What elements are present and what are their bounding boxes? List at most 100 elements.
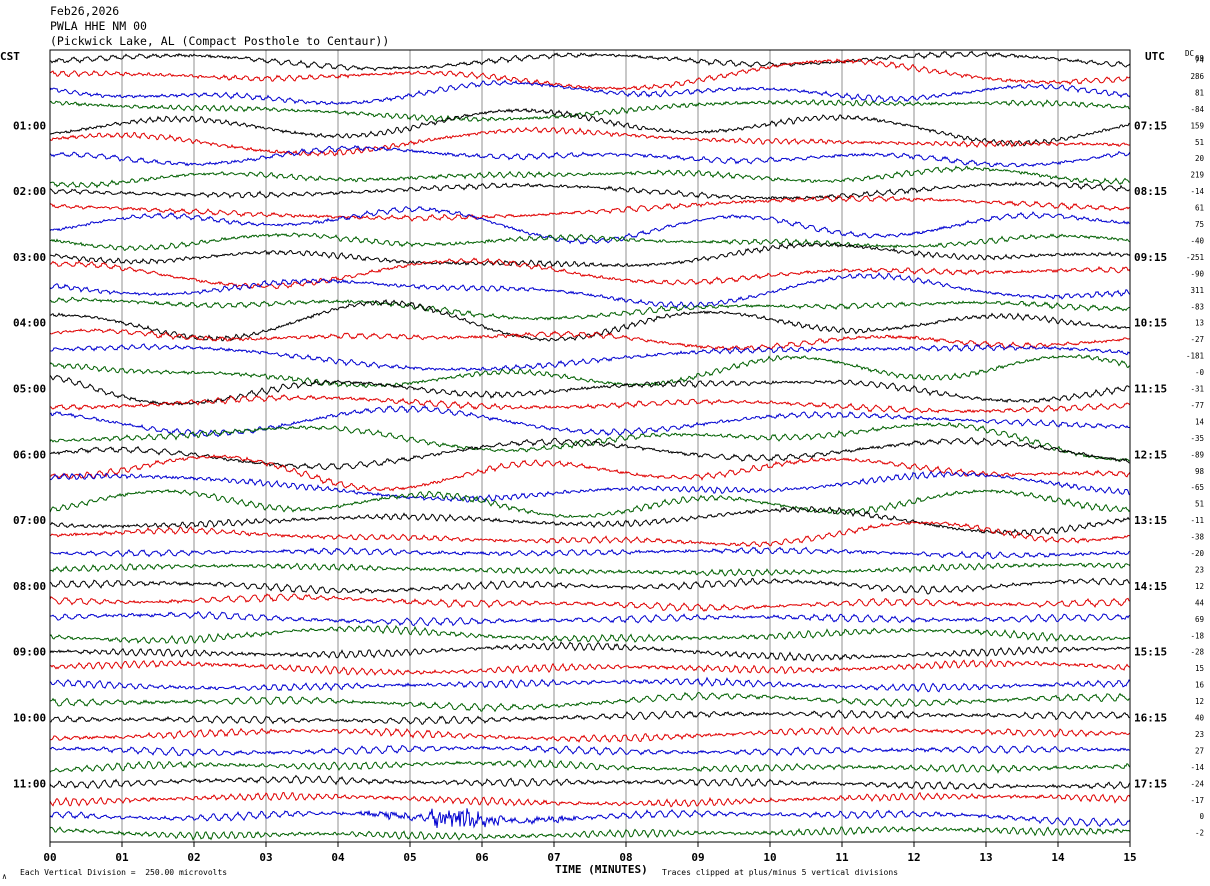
x-tick-label: 13 [979, 851, 992, 864]
trace-40 [49, 691, 1131, 713]
trace-19 [49, 343, 1131, 372]
dc-offset-label: 0 [1199, 812, 1204, 821]
trace-25 [50, 437, 1131, 471]
dc-offset-label: -20 [1190, 549, 1204, 558]
trace-13 [50, 242, 1131, 268]
trace-9 [49, 181, 1131, 201]
x-tick-label: 06 [475, 851, 489, 864]
trace-10 [49, 194, 1131, 222]
x-tick-label: 09 [691, 851, 704, 864]
dc-offset-label: 75 [1195, 220, 1204, 229]
corner-mark: ∧ [2, 872, 7, 881]
dc-offset-label: -65 [1190, 483, 1204, 492]
trace-29 [49, 505, 1131, 536]
cst-hour-label: 09:00 [13, 646, 46, 659]
dc-offset-label: 14 [1195, 417, 1205, 426]
cst-hour-label: 10:00 [13, 712, 46, 725]
trace-44 [49, 758, 1131, 774]
axis-labels: 00 01 02 03 04 05 06 07 08 09 10 11 12 13 14 15 74 286 81 -… [0, 49, 1204, 864]
dc-offset-label: 27 [1195, 746, 1204, 755]
trace-6 [49, 126, 1131, 157]
cst-hour-label: 05:00 [13, 383, 46, 396]
cst-hour-label: 04:00 [13, 317, 46, 330]
dc-offset-label: 51 [1195, 500, 1204, 509]
cst-hour-label: 03:00 [13, 251, 46, 264]
dc-offset-label: -77 [1190, 401, 1204, 410]
trace-4 [49, 99, 1131, 123]
x-tick-label: 11 [835, 851, 849, 864]
dc-offset-label: 12 [1195, 582, 1204, 591]
trace-17 [49, 298, 1131, 342]
header-station: PWLA HHE NM 00 [50, 19, 147, 33]
trace-41 [50, 709, 1131, 725]
dc-offset-label: -89 [1190, 450, 1204, 459]
trace-12 [49, 232, 1131, 252]
trace-46 [49, 791, 1131, 808]
dc-offset-label: -17 [1190, 796, 1204, 805]
dc-offset-label: 40 [1195, 714, 1205, 723]
dc-offset-label: 23 [1195, 565, 1204, 574]
utc-hour-label: 07:15 [1134, 119, 1167, 132]
dc-offset-label: -11 [1190, 516, 1204, 525]
dc-offset-label: 311 [1190, 286, 1204, 295]
dc-offset-label: 15 [1195, 664, 1204, 673]
trace-39 [49, 676, 1131, 693]
dc-offset-label: 69 [1195, 615, 1204, 624]
utc-label: UTC [1145, 50, 1165, 63]
x-tick-label: 12 [907, 851, 920, 864]
trace-2 [49, 58, 1131, 91]
dc-offset-label: -14 [1190, 187, 1204, 196]
dc-offset-label: 98 [1195, 467, 1205, 476]
cst-label: CST [0, 50, 20, 63]
trace-32 [49, 562, 1131, 577]
x-tick-label: 01 [115, 851, 129, 864]
vertical-division-note: Each Vertical Division = 250.00 microvol… [20, 868, 228, 877]
dc-offset-label: 74 [1195, 56, 1205, 65]
x-tick-label: 10 [763, 851, 776, 864]
dc-offset-label: 44 [1195, 598, 1205, 607]
cst-hour-label: 07:00 [13, 514, 46, 527]
dc-offset-label: -83 [1190, 302, 1204, 311]
trace-23 [49, 404, 1131, 438]
cst-hour-label: 08:00 [13, 580, 46, 593]
trace-15 [49, 271, 1131, 309]
dc-offset-label: 20 [1195, 154, 1205, 163]
utc-hour-label: 15:15 [1134, 646, 1167, 659]
trace-8 [49, 165, 1130, 189]
trace-16 [49, 296, 1131, 321]
cst-hour-label: 01:00 [13, 119, 46, 132]
x-tick-label: 05 [403, 851, 416, 864]
utc-hour-label: 12:15 [1134, 448, 1167, 461]
trace-5 [49, 107, 1131, 147]
trace-36 [49, 624, 1131, 645]
dc-offset-label: 12 [1195, 697, 1204, 706]
header-location: (Pickwick Lake, AL (Compact Posthole to … [50, 34, 390, 48]
trace-24 [49, 421, 1131, 463]
dc-offset-label: -28 [1190, 648, 1204, 657]
dc-offset-label: -90 [1190, 269, 1204, 278]
trace-45 [49, 774, 1131, 791]
trace-28 [49, 489, 1131, 518]
dc-offset-label: 51 [1195, 138, 1204, 147]
utc-hour-label: 11:15 [1134, 383, 1167, 396]
dc-offset-label: -2 [1195, 829, 1204, 838]
dc-offset-label: -14 [1190, 763, 1204, 772]
dc-offset-label: 23 [1195, 730, 1204, 739]
trace-7 [49, 145, 1131, 168]
trace-14 [49, 257, 1131, 290]
seismic-traces [49, 50, 1131, 841]
trace-42 [50, 725, 1131, 743]
plot-frame [49, 49, 1131, 847]
dc-offset-label: 61 [1195, 204, 1204, 213]
x-tick-label: 04 [331, 851, 345, 864]
trace-37 [49, 641, 1131, 662]
trace-22 [49, 394, 1131, 414]
dc-offset-label: 16 [1195, 681, 1205, 690]
x-tick-label: 14 [1051, 851, 1065, 864]
utc-hour-label: 09:15 [1134, 251, 1167, 264]
utc-hour-label: 13:15 [1134, 514, 1167, 527]
header-date: Feb26,2026 [50, 4, 120, 18]
trace-31 [49, 546, 1131, 560]
x-tick-label: 15 [1123, 851, 1136, 864]
